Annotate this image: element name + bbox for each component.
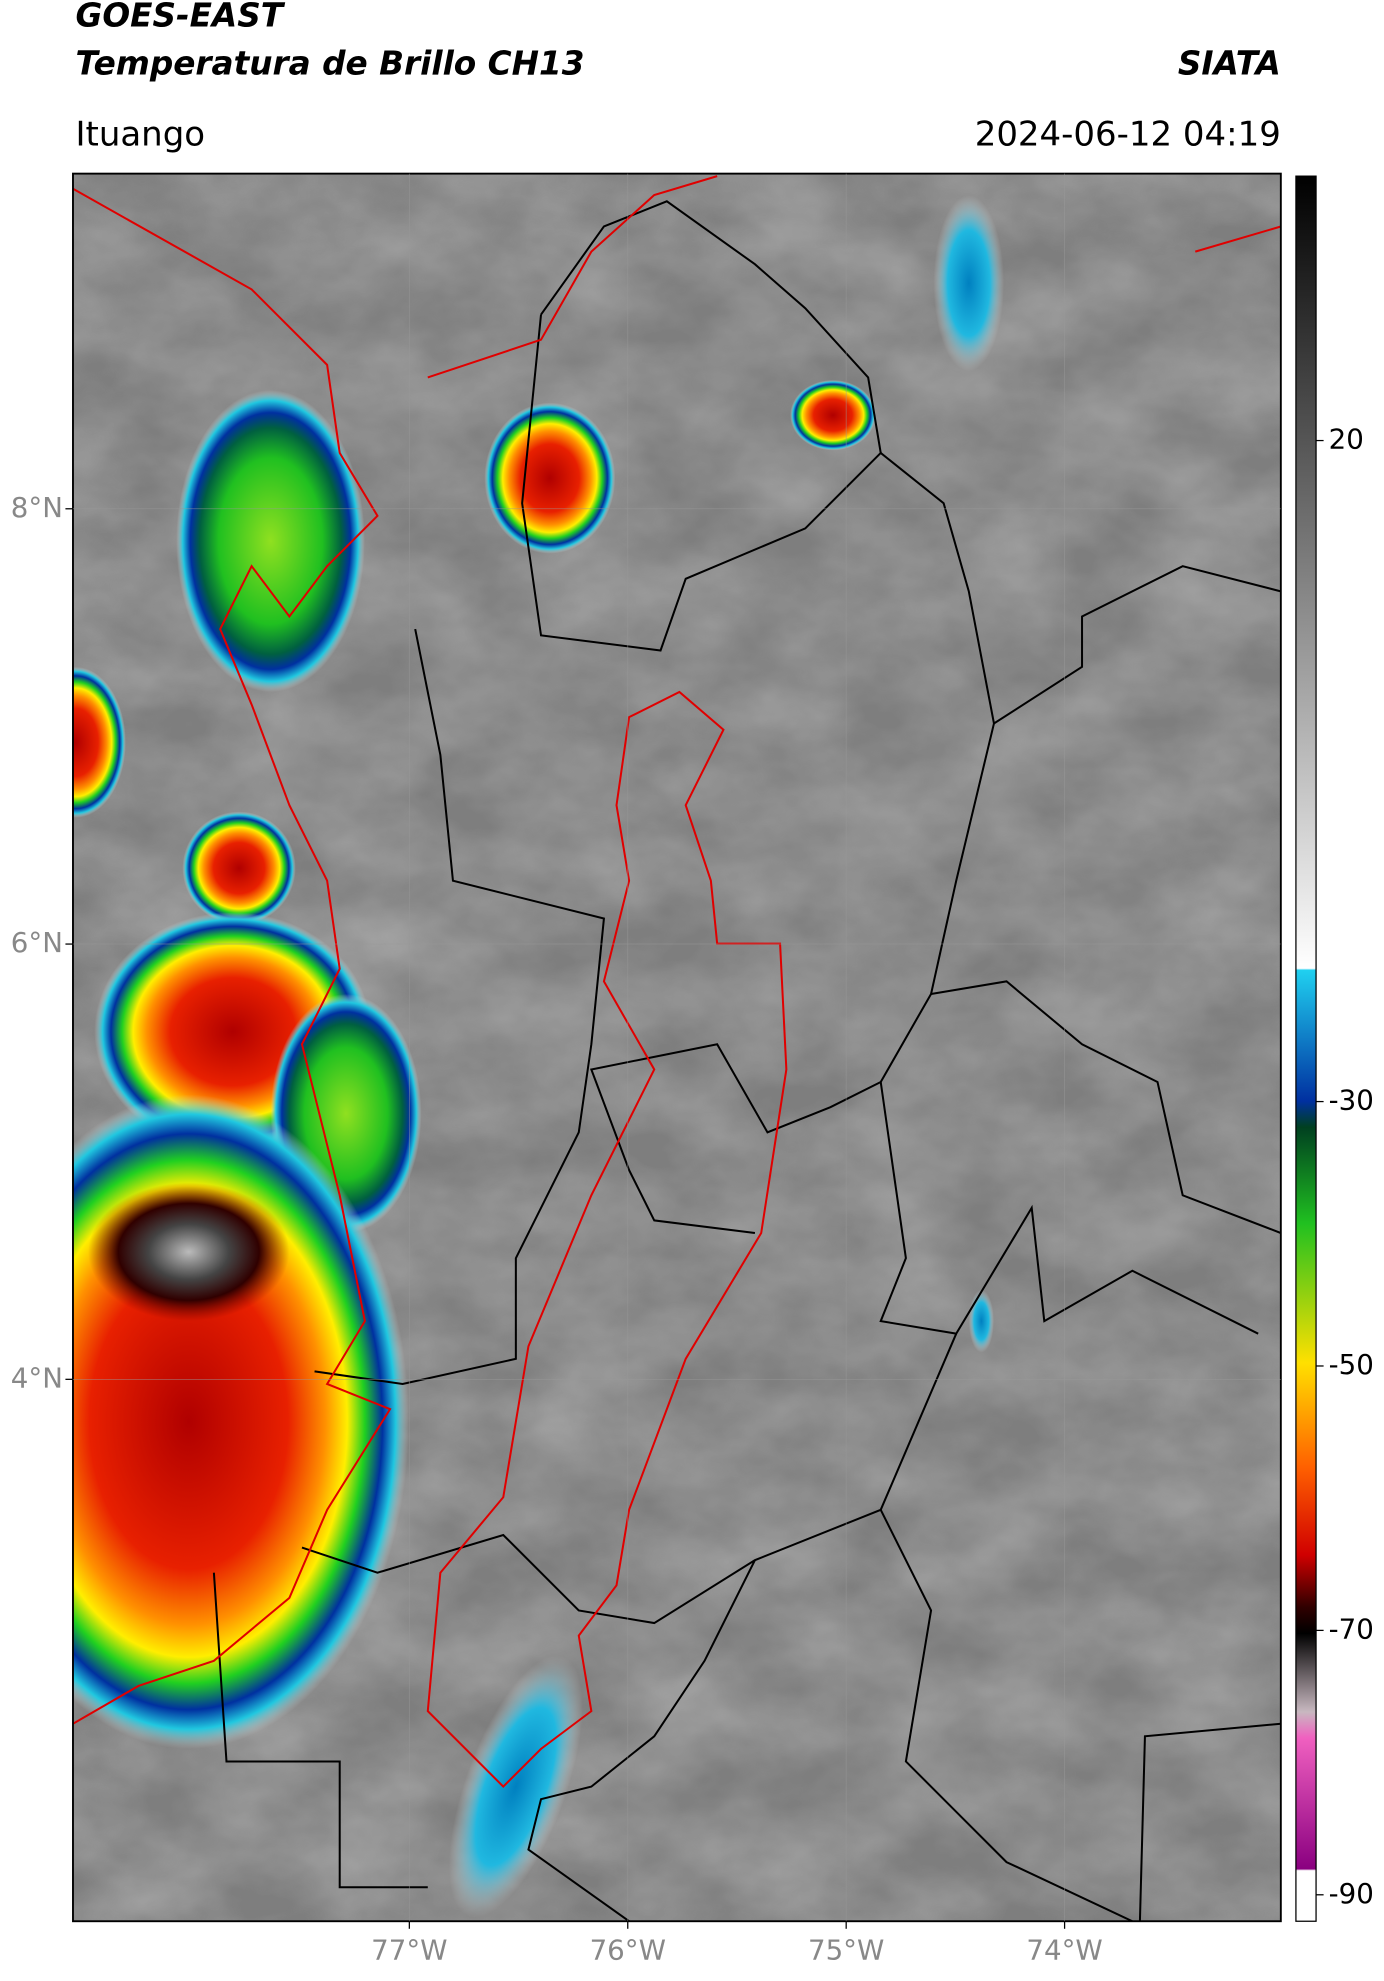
brand: SIATA bbox=[1178, 44, 1281, 82]
subtitle: Temperatura de Brillo CH13 bbox=[75, 44, 584, 82]
colorbar-axis: 20 -30 -50 -70 -90 bbox=[1316, 423, 1374, 1910]
colorbar-tick-label: -90 bbox=[1329, 1877, 1374, 1910]
lon-tick-label: 76°W bbox=[590, 1933, 666, 1966]
lat-tick-label: 4°N bbox=[11, 1361, 63, 1394]
colorbar-tick-label: -70 bbox=[1329, 1612, 1374, 1645]
lon-tick-label: 74°W bbox=[1026, 1933, 1102, 1966]
location: Ituango bbox=[75, 114, 205, 154]
title: GOES-EAST bbox=[75, 0, 285, 35]
colorbar-tick-label: 20 bbox=[1329, 423, 1364, 456]
colorbar-tick-label: -50 bbox=[1329, 1348, 1374, 1381]
map-axes: 77°W 76°W 75°W 74°W 8°N 6°N 4°N bbox=[11, 173, 1281, 1966]
lon-tick-label: 75°W bbox=[808, 1933, 884, 1966]
datetime: 2024-06-12 04:19 bbox=[975, 114, 1281, 154]
satellite-image bbox=[72, 173, 1281, 1922]
map-frame bbox=[72, 172, 1282, 1923]
colorbar-tick-label: -30 bbox=[1329, 1084, 1374, 1117]
lat-tick-label: 6°N bbox=[11, 926, 63, 959]
lon-tick-label: 77°W bbox=[371, 1933, 447, 1966]
lat-tick-label: 8°N bbox=[11, 491, 63, 524]
colorbar bbox=[1295, 175, 1317, 1922]
